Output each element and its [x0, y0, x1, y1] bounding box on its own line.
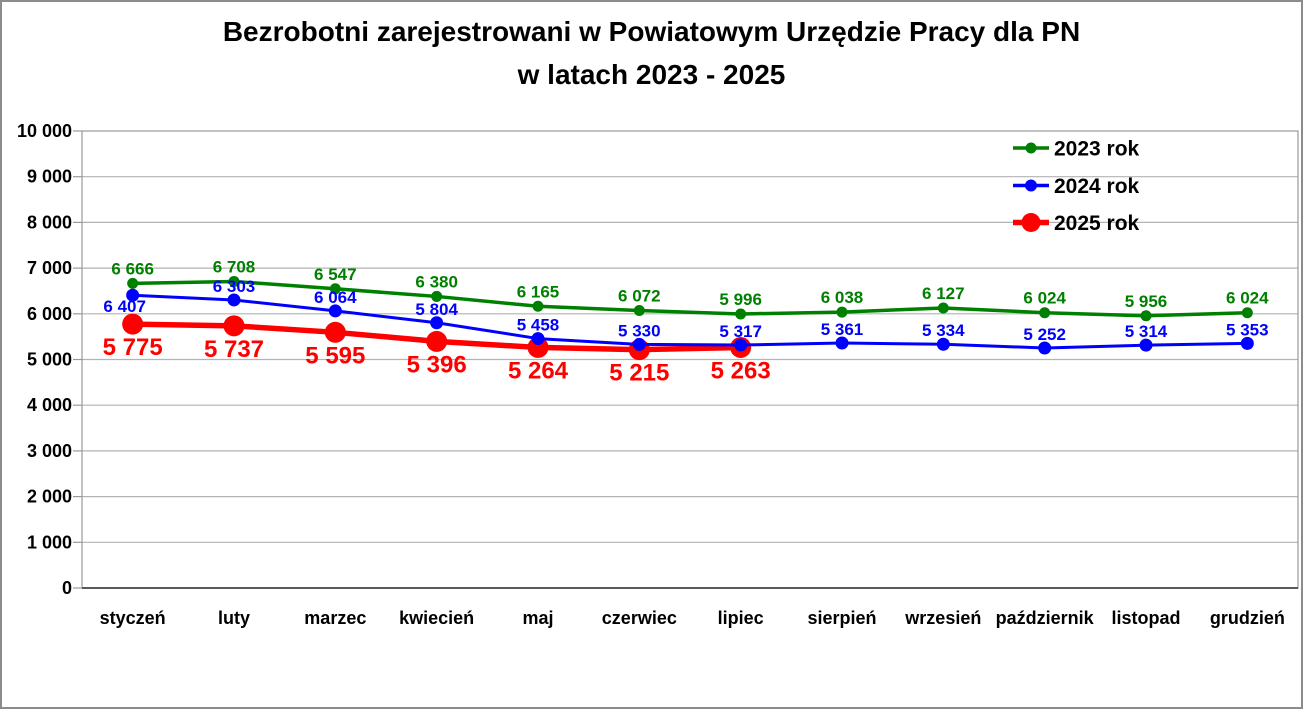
legend-label: 2024 rok: [1054, 175, 1140, 198]
x-axis-month-label: lipiec: [718, 608, 764, 628]
data-point-2023-rok: [329, 283, 341, 295]
data-label-2024-rok: 5 361: [821, 320, 864, 339]
data-label-2023-rok: 6 024: [1023, 289, 1066, 308]
legend-item-2025-rok: 2025 rok: [1013, 212, 1140, 235]
chart-title: Bezrobotni zarejestrowani w Powiatowym U…: [0, 10, 1303, 96]
data-label-2023-rok: 6 547: [314, 265, 357, 284]
data-point-2023-rok: [431, 290, 443, 302]
data-label-2024-rok: 5 353: [1226, 320, 1269, 339]
data-point-2024-rok: [328, 304, 342, 318]
y-axis-tick-label: 9 000: [27, 167, 72, 187]
data-label-2024-rok: 5 804: [415, 300, 458, 319]
x-axis-month-label: wrzesień: [904, 608, 981, 628]
legend: 2023 rok 2024 rok 2025 rok: [1013, 138, 1140, 235]
data-point-2024-rok: [126, 288, 140, 302]
data-point-2024-rok: [531, 332, 545, 346]
data-label-2023-rok: 6 666: [111, 259, 154, 278]
data-label-2023-rok: 6 708: [213, 257, 256, 276]
y-axis-tick-label: 6 000: [27, 304, 72, 324]
data-label-2024-rok: 6 407: [103, 297, 146, 316]
x-axis-month-label: marzec: [304, 608, 366, 628]
x-axis-month-label: kwiecień: [399, 608, 474, 628]
data-point-2024-rok: [936, 337, 950, 351]
data-label-2024-rok: 5 334: [922, 321, 965, 340]
data-point-2024-rok: [1139, 338, 1153, 352]
y-axis-tick-label: 2 000: [27, 487, 72, 507]
y-axis-tick-label: 0: [62, 578, 72, 598]
data-label-2024-rok: 5 330: [618, 321, 661, 340]
data-label-2023-rok: 5 956: [1125, 292, 1168, 311]
data-point-2024-rok: [1240, 336, 1254, 350]
x-axis-month-label: czerwiec: [602, 608, 677, 628]
x-axis-month-label: sierpień: [807, 608, 876, 628]
data-label-2024-rok: 5 252: [1023, 325, 1066, 344]
data-point-2025-rok: [324, 321, 346, 343]
data-point-2023-rok: [1241, 307, 1253, 319]
data-label-2024-rok: 5 458: [517, 316, 560, 335]
x-axis-month-label: styczeń: [100, 608, 166, 628]
data-label-2025-rok: 5 396: [407, 351, 467, 378]
data-point-2024-rok: [1038, 341, 1052, 355]
data-label-2024-rok: 6 064: [314, 288, 357, 307]
y-axis-tick-label: 7 000: [27, 258, 72, 278]
data-point-2023-rok: [228, 275, 240, 287]
x-axis-month-label: maj: [522, 608, 553, 628]
data-point-2025-rok: [122, 313, 144, 335]
data-point-2023-rok: [937, 302, 949, 314]
series-line-2023-rok: [132, 279, 1248, 318]
data-point-2023-rok: [735, 308, 747, 320]
x-axis-month-label: grudzień: [1210, 608, 1285, 628]
legend-marker: [1025, 179, 1037, 192]
data-label-2023-rok: 5 996: [719, 290, 762, 309]
data-label-2023-rok: 6 380: [415, 272, 458, 291]
y-axis-tick-label: 10 000: [17, 121, 72, 141]
y-axis-tick-label: 3 000: [27, 441, 72, 461]
data-label-2025-rok: 5 775: [103, 334, 163, 361]
legend-label: 2025 rok: [1054, 212, 1140, 235]
data-point-2023-rok: [1140, 310, 1152, 322]
chart-title-line2: w latach 2023 - 2025: [517, 59, 786, 90]
data-point-2023-rok: [1039, 307, 1051, 319]
data-point-2023-rok: [127, 277, 139, 289]
data-point-2025-rok: [223, 315, 245, 337]
data-label-2025-rok: 5 595: [305, 342, 365, 369]
data-label-2023-rok: 6 072: [618, 287, 661, 306]
data-label-2023-rok: 6 038: [821, 288, 864, 307]
data-label-2025-rok: 5 737: [204, 336, 264, 363]
legend-item-2023-rok: 2023 rok: [1013, 138, 1140, 161]
data-point-2024-rok: [734, 338, 748, 352]
series-line-2024-rok: [132, 293, 1248, 350]
data-label-2025-rok: 5 264: [508, 357, 569, 384]
data-point-2024-rok: [632, 337, 646, 351]
data-label-2024-rok: 6 303: [213, 277, 256, 296]
data-point-2024-rok: [430, 316, 444, 330]
legend-marker: [1025, 142, 1037, 154]
y-axis-tick-label: 4 000: [27, 395, 72, 415]
legend-label: 2023 rok: [1054, 138, 1140, 161]
y-axis-tick-label: 5 000: [27, 350, 72, 370]
data-label-2024-rok: 5 314: [1125, 322, 1168, 341]
data-point-2025-rok: [426, 330, 448, 352]
legend-item-2024-rok: 2024 rok: [1013, 175, 1140, 198]
data-label-2023-rok: 6 165: [517, 282, 560, 301]
y-axis-tick-label: 1 000: [27, 532, 72, 552]
data-label-2024-rok: 5 317: [719, 322, 762, 341]
data-label-2023-rok: 6 127: [922, 284, 965, 303]
legend-marker: [1021, 213, 1041, 232]
data-point-2024-rok: [227, 293, 241, 307]
data-point-2023-rok: [633, 305, 645, 317]
chart-title-line1: Bezrobotni zarejestrowani w Powiatowym U…: [222, 16, 1081, 47]
data-point-2024-rok: [835, 336, 849, 350]
data-label-2023-rok: 6 024: [1226, 289, 1269, 308]
data-label-2025-rok: 5 215: [609, 360, 669, 387]
x-axis-month-label: listopad: [1111, 608, 1180, 628]
data-point-2023-rok: [532, 300, 544, 312]
x-axis-month-label: październik: [996, 608, 1095, 628]
x-axis-month-label: luty: [218, 608, 250, 628]
data-label-2025-rok: 5 263: [711, 357, 771, 384]
data-point-2023-rok: [836, 306, 848, 318]
y-axis-tick-label: 8 000: [27, 212, 72, 232]
